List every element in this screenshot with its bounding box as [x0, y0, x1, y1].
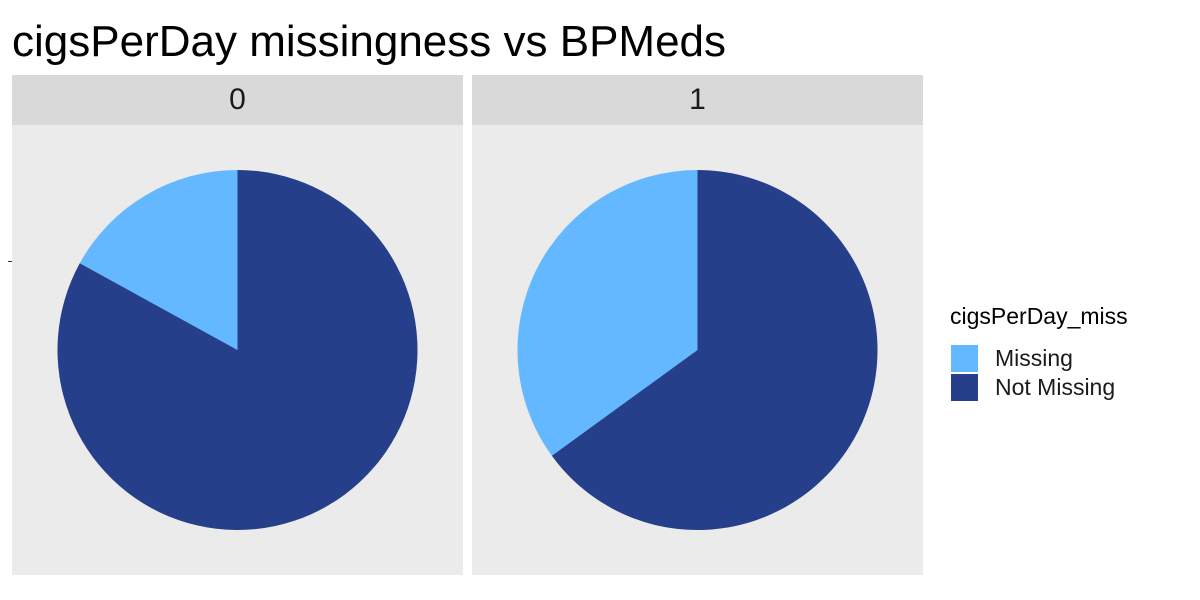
facet-strip-label: 0 — [12, 75, 463, 125]
pie-slice-not-missing — [551, 170, 878, 530]
legend-item-not-missing: Not Missing — [950, 373, 1190, 402]
pie-slice-not-missing — [57, 170, 418, 530]
legend-label: Not Missing — [995, 374, 1116, 400]
y-axis-tick — [8, 261, 12, 262]
pie-chart — [57, 170, 418, 530]
legend-swatch-not-missing — [950, 373, 979, 402]
facet-strip-label: 1 — [472, 75, 923, 125]
facet-panel-0: 0 — [12, 75, 463, 575]
pie-chart — [517, 170, 878, 530]
legend-title: cigsPerDay_miss — [950, 303, 1128, 329]
legend: cigsPerDay_miss Missing Not Missing — [950, 302, 1190, 402]
plot-panel — [12, 125, 463, 575]
legend-item-missing: Missing — [950, 344, 1190, 373]
facet-panel-1: 1 — [472, 75, 923, 575]
pie-slice-missing — [79, 170, 238, 350]
legend-label: Missing — [995, 345, 1073, 371]
legend-swatch-missing — [950, 344, 979, 373]
pie-slice-missing — [517, 170, 698, 456]
chart-title: cigsPerDay missingness vs BPMeds — [12, 17, 727, 66]
plot-panel — [472, 125, 923, 575]
